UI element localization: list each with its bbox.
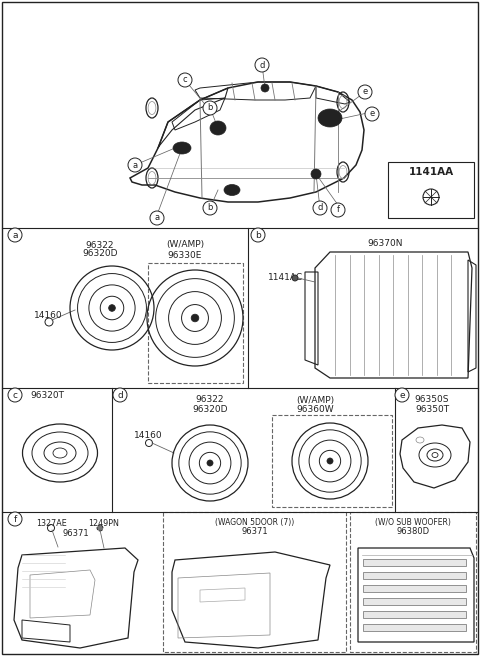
Bar (363, 559, 466, 566)
Circle shape (113, 388, 127, 402)
Circle shape (108, 304, 115, 312)
Text: 96371: 96371 (242, 527, 268, 537)
Circle shape (191, 314, 199, 322)
Text: e: e (399, 390, 405, 400)
Text: 96322: 96322 (86, 241, 114, 249)
Text: 1249PN: 1249PN (89, 518, 120, 527)
Circle shape (255, 58, 269, 72)
Text: 96320T: 96320T (30, 390, 64, 400)
Text: a: a (155, 213, 159, 222)
Circle shape (97, 525, 103, 531)
Circle shape (395, 388, 409, 402)
Bar (363, 624, 466, 631)
Text: b: b (207, 104, 213, 112)
Text: 96320D: 96320D (192, 405, 228, 413)
Ellipse shape (224, 184, 240, 195)
Text: 96371: 96371 (63, 529, 89, 537)
Circle shape (313, 201, 327, 215)
Circle shape (358, 85, 372, 99)
Circle shape (216, 127, 222, 133)
Text: 1141AC: 1141AC (268, 274, 303, 283)
Circle shape (203, 201, 217, 215)
Circle shape (150, 211, 164, 225)
Circle shape (128, 158, 142, 172)
Bar (363, 611, 466, 618)
Bar (363, 598, 466, 605)
Text: (W/AMP): (W/AMP) (166, 241, 204, 249)
Circle shape (8, 388, 22, 402)
Circle shape (204, 104, 212, 112)
Circle shape (292, 275, 298, 281)
Ellipse shape (318, 109, 342, 127)
Ellipse shape (210, 121, 226, 135)
Bar (363, 572, 466, 579)
Circle shape (365, 107, 379, 121)
Text: f: f (336, 205, 339, 215)
Text: d: d (259, 60, 264, 70)
Circle shape (327, 458, 333, 464)
Ellipse shape (173, 142, 191, 154)
Text: 14160: 14160 (34, 310, 62, 319)
Circle shape (207, 460, 213, 466)
Bar (363, 585, 466, 592)
Circle shape (311, 169, 321, 179)
Text: e: e (362, 87, 368, 96)
Text: 96322: 96322 (196, 396, 224, 405)
Text: d: d (117, 390, 123, 400)
Text: c: c (12, 390, 17, 400)
Text: e: e (370, 110, 374, 119)
Text: 14160: 14160 (134, 430, 162, 440)
Circle shape (203, 101, 217, 115)
Circle shape (251, 228, 265, 242)
Text: 96370N: 96370N (367, 239, 403, 247)
Text: 96350T: 96350T (415, 405, 449, 413)
Circle shape (8, 228, 22, 242)
Text: f: f (13, 514, 17, 523)
Text: 96360W: 96360W (296, 405, 334, 413)
Text: b: b (255, 230, 261, 239)
Text: (W/AMP): (W/AMP) (296, 396, 334, 405)
Circle shape (261, 84, 269, 92)
Text: 96320D: 96320D (82, 249, 118, 258)
Text: d: d (317, 203, 323, 213)
Text: c: c (183, 75, 187, 85)
Text: (W/O SUB WOOFER): (W/O SUB WOOFER) (375, 518, 451, 527)
Circle shape (178, 73, 192, 87)
Text: b: b (207, 203, 213, 213)
Text: 1327AE: 1327AE (36, 518, 67, 527)
Text: a: a (12, 230, 18, 239)
Text: 1141AA: 1141AA (408, 167, 454, 177)
Text: 96380D: 96380D (396, 527, 430, 537)
Text: a: a (132, 161, 138, 169)
Text: 96330E: 96330E (168, 251, 202, 260)
Circle shape (331, 203, 345, 217)
Text: 96350S: 96350S (415, 396, 449, 405)
Circle shape (8, 512, 22, 526)
Text: (WAGON 5DOOR (7)): (WAGON 5DOOR (7)) (216, 518, 295, 527)
